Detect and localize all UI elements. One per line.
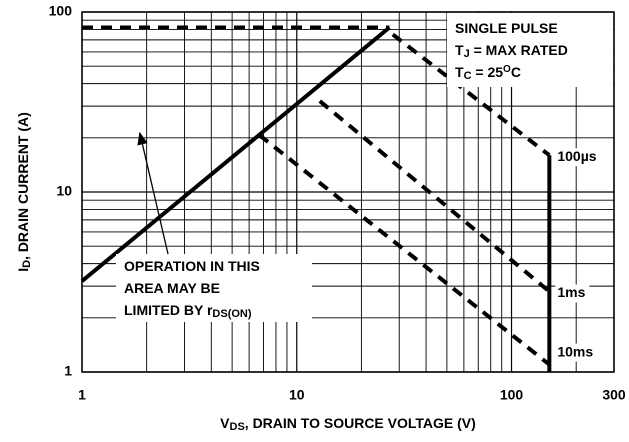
condition-line: SINGLE PULSE [455,20,558,36]
x-tick-label: 300 [602,387,626,403]
y-tick-label: 1 [64,363,72,379]
x-tick-label: 100 [500,387,524,403]
y-axis-label: ID, DRAIN CURRENT (A) [15,112,34,272]
condition-line-part: T [455,64,464,80]
series-label-bg [555,148,601,167]
series-line [258,133,551,367]
y-axis-label-part: , DRAIN CURRENT (A) [15,112,31,260]
series-line [318,99,551,294]
x-axis-label-part: DS [230,421,245,433]
y-tick-label: 100 [49,3,73,19]
condition-line-part: C [511,64,521,80]
condition-line-part: T [455,42,464,58]
condition-line-part: SINGLE PULSE [455,20,558,36]
condition-line: TJ = MAX RATED [455,42,568,61]
condition-line-part: = 25 [472,64,504,80]
x-tick-label: 1 [78,387,86,403]
series-label-bg [555,284,590,303]
labels: 1 10 100 300 1 10 100 100µs 1ms 10ms SINGLE PULSE T… [15,3,626,434]
y-axis-label-part: D [21,260,33,268]
note-box [116,254,312,322]
series-label: 1ms [557,284,585,300]
series-label: 100µs [557,148,596,164]
note-line-part: AREA MAY BE [124,280,220,296]
x-axis-label-part: , DRAIN TO SOURCE VOLTAGE (V) [245,415,476,431]
note-line: LIMITED BY rDS(ON) [124,302,252,321]
series-label: 10ms [557,343,593,359]
series-line [80,25,391,283]
note-arrow [137,131,169,255]
condition-line-part: O [503,64,511,75]
marks [80,25,552,372]
plot-frame [81,11,615,373]
note-line-part: OPERATION IN THIS [124,258,260,274]
conditions-box [447,13,613,87]
y-axis-label-part: I [15,268,31,272]
condition-line-part: = MAX RATED [470,42,568,58]
note-line-part: LIMITED BY r [124,302,213,318]
note-line-part: DS(ON) [212,308,251,320]
note-line: OPERATION IN THIS [124,258,260,274]
x-axis-label: VDS, DRAIN TO SOURCE VOLTAGE (V) [220,415,476,434]
x-axis-label-part: V [220,415,230,431]
series-line [391,32,551,157]
y-tick-label: 10 [56,183,72,199]
condition-line: TC = 25OC [455,64,521,83]
note-line: AREA MAY BE [124,280,220,296]
series-label-bg [555,343,598,362]
x-tick-label: 10 [289,387,305,403]
condition-line-part: J [464,48,470,60]
condition-line-part: C [464,70,472,82]
